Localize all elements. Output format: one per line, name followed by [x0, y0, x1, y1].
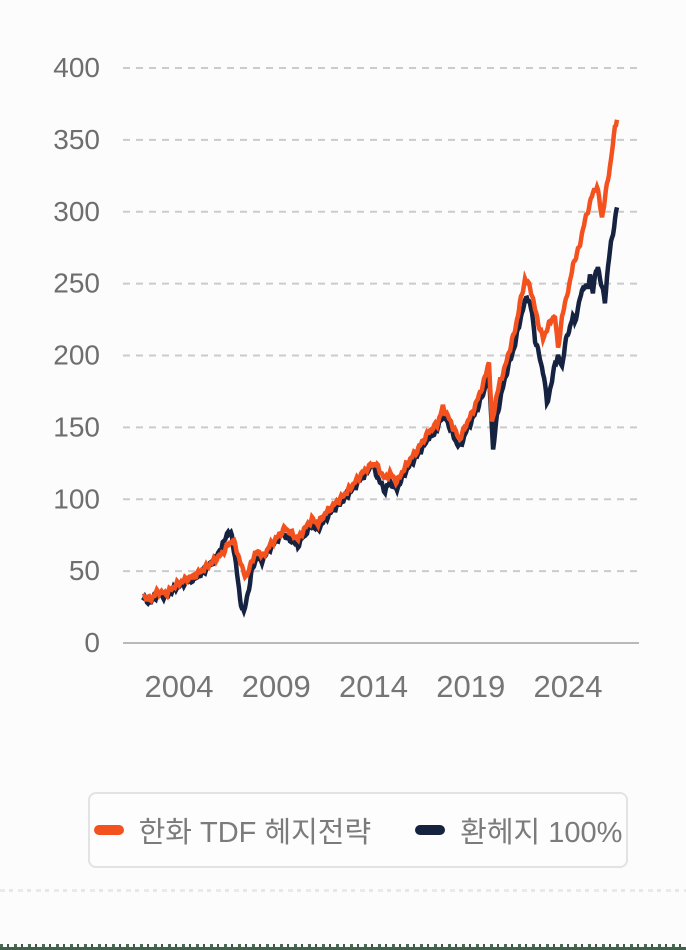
line-chart: 0 50 100 150 200 250 300 350 400 2004 2009 2014 201… — [53, 52, 639, 704]
gridlines — [123, 67, 639, 644]
bottom-edge-artifact-core — [0, 947, 686, 950]
faint-separator-artifact — [0, 889, 686, 892]
chart-legend: 한화 TDF 헤지전략 환헤지 100% — [88, 792, 628, 868]
fx-hedge-100-line-swatch — [415, 825, 446, 835]
bottom-edge-artifact — [0, 944, 686, 950]
y-axis-labels: 0 50 100 150 200 250 300 350 400 — [53, 52, 100, 658]
bottom-edge-artifact-noise — [0, 944, 686, 947]
y-tick-label-50: 50 — [69, 555, 100, 586]
y-tick-label-0: 0 — [84, 627, 100, 658]
legend-label-fx-hedge-100: 환헤지 100% — [460, 817, 623, 849]
legend-item-fx-hedge-100: 환헤지 100% — [415, 809, 622, 851]
legend-item-hanwha-tdf: 한화 TDF 헤지전략 — [93, 809, 372, 851]
y-tick-label-150: 150 — [53, 411, 100, 442]
series-line-hanwha-tdf — [141, 119, 620, 605]
y-tick-label-350: 350 — [53, 124, 100, 155]
x-tick-label-2009: 2009 — [242, 669, 311, 704]
y-tick-label-400: 400 — [53, 52, 100, 83]
y-tick-label-200: 200 — [53, 340, 100, 371]
y-tick-label-100: 100 — [53, 483, 100, 514]
x-tick-label-2014: 2014 — [339, 669, 408, 704]
hanwha-tdf-line-swatch — [93, 825, 124, 835]
y-tick-label-250: 250 — [53, 268, 100, 299]
series-line-fx-hedge-100 — [141, 206, 620, 618]
x-tick-label-2024: 2024 — [534, 669, 603, 704]
y-tick-label-300: 300 — [53, 196, 100, 227]
legend-label-hanwha-tdf: 한화 TDF 헤지전략 — [138, 817, 372, 849]
series-lines — [141, 119, 620, 618]
x-tick-label-2004: 2004 — [144, 669, 213, 704]
x-axis-labels: 2004 2009 2014 2019 2024 — [144, 669, 602, 704]
x-tick-label-2019: 2019 — [436, 669, 505, 704]
